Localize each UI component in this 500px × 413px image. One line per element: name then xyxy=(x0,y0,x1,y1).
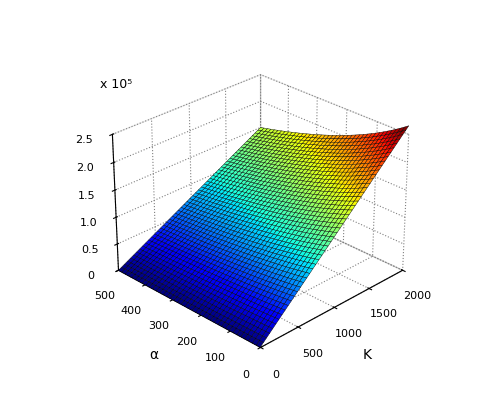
Text: x 10⁵: x 10⁵ xyxy=(100,78,132,91)
X-axis label: K: K xyxy=(362,347,372,361)
Y-axis label: α: α xyxy=(150,347,158,361)
